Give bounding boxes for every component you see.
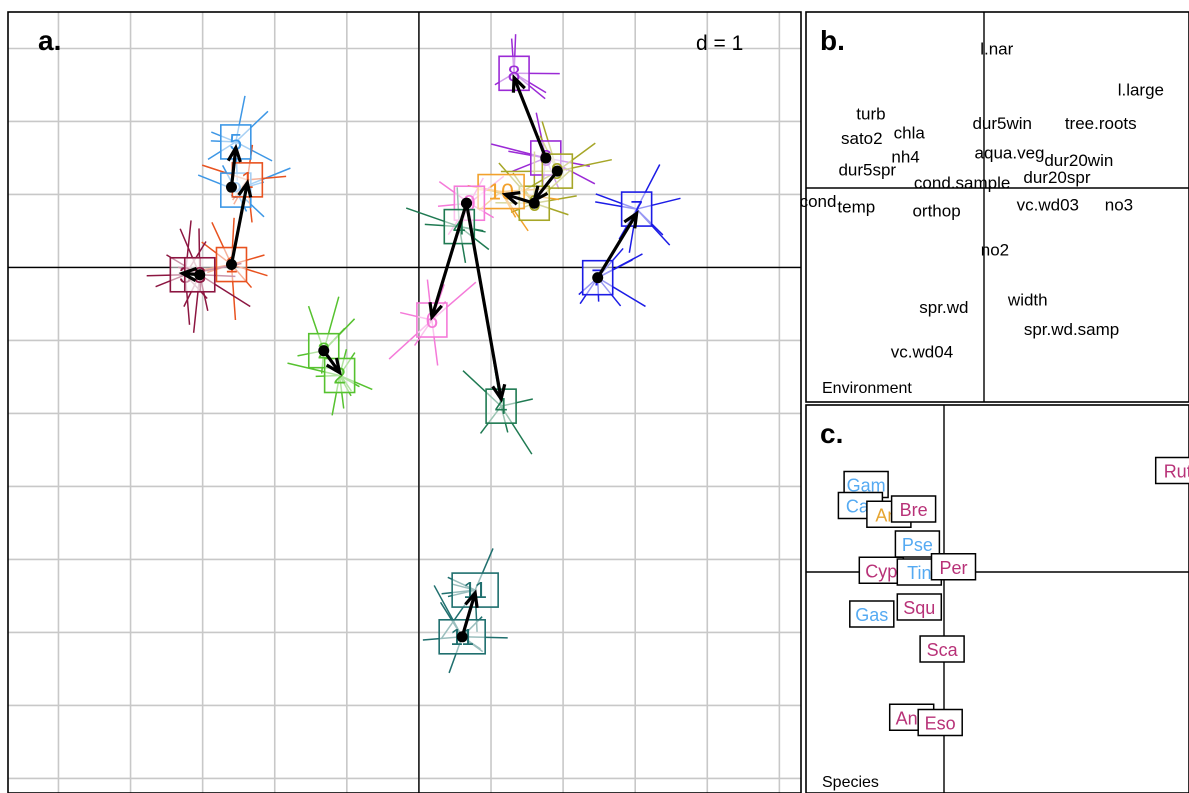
species-label: Gas (855, 605, 888, 625)
station-label: 11 (463, 577, 487, 603)
environment-variable-label: no2 (981, 240, 1009, 259)
species-label: Sca (927, 640, 959, 660)
environment-variable-label: dur5win (972, 114, 1032, 133)
station-label-box (323, 357, 356, 394)
environment-variable-label: chla (894, 123, 926, 142)
trajectory-start-dot (318, 345, 330, 357)
trajectory-arrow-head (178, 266, 198, 282)
environment-variable-label: vc.wd03 (1017, 196, 1079, 215)
environment-variable-label: spr.wd.samp (1024, 320, 1119, 339)
station-label: 10 (488, 179, 514, 205)
panel-a-background (8, 12, 801, 793)
panel-a-scale-label: d = 1 (696, 32, 743, 55)
environment-variable-label: tree.roots (1065, 114, 1137, 133)
environment-variable-label: no3 (1105, 196, 1133, 215)
trajectory-arrow-head (325, 357, 342, 376)
panel-a: 591133228696109464771111 a. d = 1 (7, 11, 802, 793)
panel-b-letter: b. (820, 25, 845, 56)
trajectory-start-dot (540, 152, 552, 164)
environment-variable-label: aqua.veg (975, 144, 1045, 163)
species-label: Eso (925, 714, 956, 734)
species-label-box (930, 553, 977, 581)
environment-variable-label: turb (856, 105, 885, 124)
panel-b-frame (805, 11, 1189, 403)
panel-b-origin-axes (806, 12, 1189, 402)
station-label: 5 (229, 129, 242, 155)
environment-variable-label: vc.wd04 (891, 342, 953, 361)
trajectory-start-dot (551, 165, 563, 177)
species-label-box (919, 635, 965, 663)
panel-b-variable-labels: l.nar l.large turb dur5win tree.roots sato2 ch… (800, 40, 1164, 362)
environment-variable-label: dur20spr (1023, 168, 1090, 187)
panel-b: l.nar l.large turb dur5win tree.roots sato2 ch… (800, 11, 1189, 403)
trajectory-arrow-shaft (533, 170, 559, 202)
trajectory-arrow-head (226, 143, 242, 163)
panel-a-origin-axes (8, 12, 801, 793)
panel-b-caption: Environment (822, 380, 912, 397)
environment-variable-label: cond (800, 192, 837, 211)
trajectory-arrow-head (464, 589, 479, 609)
trajectory-start-dot (194, 269, 206, 281)
trajectory-arrow-head (501, 191, 521, 206)
panel-c-letter: c. (820, 418, 843, 449)
environment-variable-label: dur20win (1044, 151, 1113, 170)
environment-variable-label: dur5spr (838, 160, 896, 179)
species-label-box (896, 593, 943, 621)
species-label: Squ (903, 598, 935, 618)
trajectory-start-dot (225, 259, 237, 271)
trajectory-start-dot (456, 631, 468, 643)
trajectory-arrow-shaft (430, 202, 469, 318)
species-label-box (894, 530, 941, 558)
environment-variable-label: temp (837, 198, 875, 217)
species-label-box (890, 495, 937, 523)
trajectory-arrow-head (511, 74, 526, 93)
species-label-box (917, 708, 963, 737)
trajectory-start-dot (225, 181, 237, 193)
environment-variable-label: sato2 (841, 129, 883, 148)
trajectory-arrow-head (237, 178, 253, 198)
trajectory-arrow-shaft (229, 147, 238, 188)
species-label: Tin (907, 563, 931, 583)
species-label: Per (939, 558, 967, 578)
environment-variable-label: spr.wd (919, 298, 968, 317)
panel-c-caption: Species (822, 774, 879, 791)
trajectory-start-dot (460, 197, 472, 209)
trajectory-arrow-head (491, 383, 507, 403)
panel-a-letter: a. (38, 25, 61, 56)
trajectory-start-dot (592, 272, 604, 284)
species-label-box (1154, 456, 1189, 485)
species-label: Pse (902, 535, 933, 555)
trajectory-start-dot (528, 197, 540, 209)
species-label: Rut (1164, 462, 1189, 482)
trajectory-arrow-head (623, 210, 639, 229)
species-label: Gam (847, 476, 886, 496)
panel-a-arrows (178, 74, 639, 643)
species-label: Bre (900, 500, 928, 520)
environment-variable-label: nh4 (891, 147, 919, 166)
species-label: Cyp (865, 561, 897, 581)
environment-variable-label: width (1007, 290, 1048, 309)
trajectory-arrow-shaft (460, 592, 477, 638)
environment-variable-label: l.nar (980, 40, 1013, 59)
species-label-box (849, 600, 895, 628)
environment-variable-label: orthop (912, 201, 960, 220)
trajectory-arrow-shaft (512, 77, 548, 159)
panel-c-frame (805, 404, 1189, 793)
station-label: 4 (495, 393, 508, 419)
panel-a-frame (7, 11, 802, 793)
environment-variable-label: l.large (1118, 81, 1164, 100)
trajectory-arrow-head (428, 302, 443, 321)
trajectory-arrow-shaft (596, 212, 639, 279)
environment-variable-label: cond.sample (914, 173, 1010, 192)
trajectory-arrow-shaft (229, 182, 249, 265)
trajectory-arrow-shaft (464, 202, 503, 400)
